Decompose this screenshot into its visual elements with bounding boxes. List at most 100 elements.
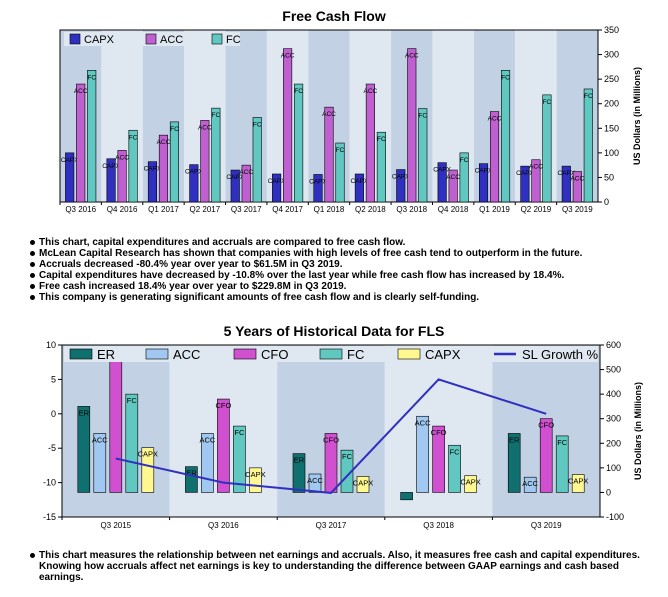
bar-data-label: ACC [198,124,212,131]
x-tick-label: Q3 2019 [531,521,562,530]
bar-data-label: CFO [538,421,554,430]
legend-swatch [145,33,157,45]
bar-data-label: ACC [529,164,543,171]
bar-data-label: FC [377,136,386,143]
x-tick-label: Q3 2018 [396,205,427,214]
bar-data-label: FC [212,112,221,119]
bar-data-label: FC [501,74,510,81]
legend-label: CAPX [425,347,461,362]
bar-data-label: CAPX [245,470,265,479]
legend-label: ER [97,347,115,362]
bar-fc [87,69,97,203]
bar-data-label: ACC [307,476,323,485]
legend-label: ACC [173,347,200,362]
bar-data-label: FC [294,88,303,95]
sl-growth-line [115,378,547,494]
bar-data-label: CAPX [516,170,534,177]
legend-label: ACC [160,34,183,46]
bar-data-label: FC [450,447,461,456]
x-tick-label: Q4 2016 [107,205,138,214]
bar-acc [308,473,322,493]
bar-cfo [432,425,445,493]
bar-capx [141,447,155,493]
bar-capx [230,169,240,203]
y-left-tick-label: -10 [43,478,56,488]
y-tick-label: 0 [604,197,609,207]
bar-capx [437,162,447,203]
bar-data-label: CFO [215,401,231,410]
bar-acc [200,120,210,203]
bar-data-label: ACC [92,435,108,444]
bar-data-label: FC [460,157,469,164]
y-tick-label: 150 [604,123,619,133]
x-tick-label: Q3 2018 [423,521,454,530]
y-tick-label: 350 [604,25,619,35]
bar-fc [128,129,138,203]
bar-data-label: CFO [431,428,447,437]
bar-data-label: CAPX [475,168,493,175]
bar-capx [571,474,585,493]
bar-data-label: ACC [322,111,336,118]
bar-fc [252,117,262,203]
bar-fc [583,88,593,203]
bar-data-label: FC [170,126,179,133]
bar-er [185,466,198,493]
legend-label: FC [226,34,241,46]
bar-acc [448,169,458,203]
bar-acc [324,106,334,203]
bar-data-label: ACC [115,154,129,161]
bar-fc [125,393,139,493]
x-tick-label: Q3 2015 [100,521,131,530]
bar-data-label: CAPX [102,163,120,170]
bar-acc [117,150,127,203]
bar-data-label: ACC [488,116,502,123]
note-item: McLean Capital Research has shown that c… [30,248,582,259]
y-left-tick-label: 0 [51,409,56,419]
y-right-tick-label: 500 [606,365,621,375]
y-right-tick-label: 100 [606,463,621,473]
bar-data-label: CAPX [460,478,480,487]
x-tick-label: Q2 2018 [355,205,386,214]
x-tick-label: Q4 2018 [438,205,469,214]
y-tick-label: 250 [604,74,619,84]
bar-er [292,453,306,493]
bar-er [400,492,413,501]
x-tick-label: Q4 2017 [272,205,303,214]
bar-data-label: ACC [239,169,253,176]
x-tick-label: Q1 2017 [148,205,179,214]
y-tick-label: 200 [604,99,619,109]
x-tick-label: Q3 2017 [231,205,262,214]
bar-fc [459,152,469,203]
bar-data-label: ACC [446,174,460,181]
chart2-title: 5 Years of Historical Data for FLS [223,323,445,339]
bar-acc [489,111,500,203]
bar-data-label: ACC [522,479,538,488]
bar-acc [416,415,429,493]
bar-acc [158,134,169,203]
bar-data-label: CAPX [433,167,451,174]
bar-fc [500,69,511,203]
bar-fc [542,94,552,203]
bar-data-label: ER [509,435,520,444]
x-tick-label: Q2 2017 [189,205,220,214]
bar-capx [106,158,116,203]
note-item: This company is generating significant a… [30,292,582,303]
y-right-tick-label: 200 [606,438,621,448]
bar-capx [313,174,323,203]
bar-capx [356,476,370,493]
legend-swatch [233,348,257,360]
bar-data-label: ACC [364,88,378,95]
bar-er [77,406,91,493]
x-tick-label: Q1 2018 [314,205,345,214]
y-tick-label: 50 [604,172,614,182]
y-left-tick-label: 5 [51,374,56,384]
bar-fc [335,142,345,203]
note-item: Free cash increased 18.4% year over year… [30,281,582,292]
bar-data-label: ER [186,469,197,478]
y-right-tick-label: 600 [606,340,621,350]
bar-data-label: FC [557,438,568,447]
bar-acc [283,48,293,203]
bar-data-label: FC [87,74,96,81]
legend-swatch [69,33,81,45]
